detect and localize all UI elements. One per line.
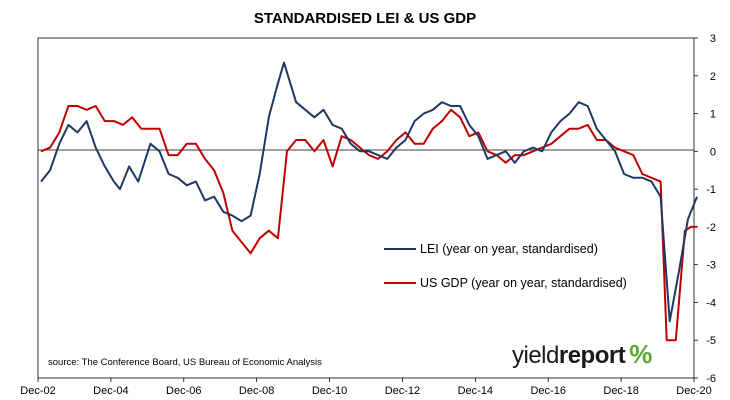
y-tick-label: 0: [710, 146, 716, 158]
x-tick-label: Dec-16: [530, 385, 565, 397]
chart-legend: LEI (year on year, standardised) US GDP …: [384, 242, 627, 290]
x-tick-label: Dec-08: [239, 385, 274, 397]
chart-title: STANDARDISED LEI & US GDP: [253, 10, 477, 27]
y-tick-label: -3: [706, 260, 716, 272]
x-axis-ticks: Dec-02 Dec-04 Dec-06 Dec-08 Dec-10 Dec-12 Dec-…: [20, 378, 712, 397]
x-tick-label: Dec-20: [676, 385, 711, 397]
legend-label-gdp: US GDP (year on year, standardised): [420, 276, 627, 290]
logo-percent-icon: %: [629, 339, 652, 369]
y-tick-label: -2: [706, 222, 716, 234]
y-tick-label: 3: [710, 33, 716, 45]
source-note: source: The Conference Board, US Bureau …: [48, 357, 322, 368]
x-tick-label: Dec-06: [166, 385, 201, 397]
x-tick-label: Dec-18: [603, 385, 638, 397]
series-line-us-gdp: [40, 105, 697, 342]
y-tick-label: 2: [710, 71, 716, 83]
y-tick-label: -4: [706, 297, 716, 309]
plot-frame: [37, 37, 695, 379]
logo-word-bold: report: [558, 342, 626, 369]
x-tick-label: Dec-10: [312, 385, 347, 397]
x-tick-label: Dec-12: [385, 385, 420, 397]
y-tick-label: 1: [710, 109, 716, 121]
x-tick-label: Dec-14: [458, 385, 493, 397]
x-tick-label: Dec-04: [93, 385, 128, 397]
y-axis-ticks: 3 2 1 0 -1 -2 -3 -4 -5 -6: [694, 33, 716, 385]
series-layer: [40, 61, 698, 342]
y-tick-label: -5: [706, 335, 716, 347]
legend-label-lei: LEI (year on year, standardised): [420, 242, 598, 256]
y-tick-label: -6: [706, 373, 716, 385]
yieldreport-logo: yieldreport%: [512, 339, 652, 370]
x-tick-label: Dec-02: [20, 385, 55, 397]
series-line-lei: [40, 61, 698, 323]
logo-word-regular: yield: [512, 342, 559, 369]
y-tick-label: -1: [706, 184, 716, 196]
